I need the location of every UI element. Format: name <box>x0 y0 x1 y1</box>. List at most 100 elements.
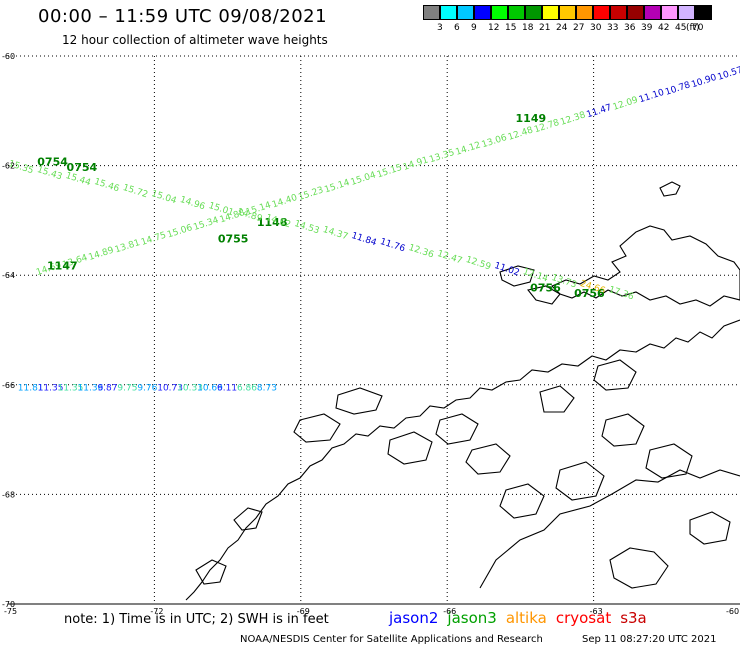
mission-legend: jason2 jason3 altika cryosat s3a <box>389 609 656 627</box>
colorbar-swatch <box>474 5 491 20</box>
wave-height-reading: 14.75 <box>140 231 168 248</box>
wave-height-reading: 14.40 <box>271 193 299 211</box>
colorbar-swatch <box>525 5 542 20</box>
wave-height-reading: 10.73 <box>157 383 183 393</box>
track-time-label: 1148 <box>257 216 288 229</box>
wave-height-reading: 12.09 <box>612 95 640 113</box>
mission-legend-item: s3a <box>620 609 647 627</box>
track-time-label: 0755 <box>218 232 249 245</box>
wave-height-reading: 11.02 <box>493 261 521 278</box>
colorbar-swatch <box>627 5 644 20</box>
track-time-label: 1149 <box>516 112 547 125</box>
wave-height-reading: 13.06 <box>481 133 509 151</box>
colorbar-swatch <box>491 5 508 20</box>
lon-label: -69 <box>297 607 310 616</box>
wave-height-reading: 15.15 <box>376 163 404 180</box>
wave-height-reading: 12.47 <box>436 249 464 266</box>
wave-height-reading: 8.73 <box>257 383 277 393</box>
wave-height-reading: 11.36 <box>78 383 104 393</box>
colorbar-label: 3 <box>437 23 443 33</box>
altimeter-track: 15.35 15.43 15.44 15.46 15.72 15.04 14.96 15.01… <box>7 156 635 303</box>
wave-height-reading: 6.86 <box>237 383 257 393</box>
lon-label: -60 <box>726 607 739 616</box>
colorbar-swatch <box>423 5 440 20</box>
colorbar-swatch <box>695 5 712 20</box>
colorbar-swatch <box>644 5 661 20</box>
wave-height-reading: 9.76 <box>137 383 157 393</box>
wave-height-reading: 17.36 <box>607 285 635 303</box>
wave-height-reading: 13.35 <box>428 148 456 165</box>
colorbar-swatch <box>508 5 525 20</box>
mission-legend-item: altika <box>505 609 547 627</box>
wave-height-reading: 14.53 <box>293 219 321 236</box>
colorbar-label: 27 <box>573 23 585 33</box>
axis-labels: -60 -62 -64 -66 -68 -70-75 -72 -69 -66 -63 -60 <box>2 52 739 616</box>
lat-label: -62 <box>2 162 15 171</box>
wave-height-reading: 10.33 <box>177 383 203 393</box>
mission-legend-item: jason3 <box>447 609 497 627</box>
colorbar-label: 36 <box>624 23 636 33</box>
mission-legend-item: cryosat <box>555 609 612 627</box>
wave-height-reading: 11.76 <box>379 237 407 255</box>
wave-height-reading: 12.38 <box>559 110 587 128</box>
colorbar-label: 70 <box>692 23 704 33</box>
colorbar-label: 42 <box>658 23 670 33</box>
colorbar-label: 24 <box>556 23 568 33</box>
wave-height-reading: 13.81 <box>114 238 142 255</box>
colorbar-label: 15 <box>505 23 517 33</box>
page-title: 00:00 – 11:59 UTC 09/08/2021 <box>38 6 328 27</box>
colorbar-swatch <box>593 5 610 20</box>
wave-height-reading: 15.14 <box>323 178 351 196</box>
lon-label: -66 <box>443 607 456 616</box>
colorbar-swatch <box>661 5 678 20</box>
wave-height-reading: 12.59 <box>464 255 492 273</box>
wave-height-reading: 12.36 <box>407 243 435 261</box>
wave-height-reading: 14.12 <box>454 140 482 157</box>
colorbar-swatch <box>559 5 576 20</box>
colorbar-label: 30 <box>590 23 602 33</box>
wave-height-reading: 11.35 <box>38 383 64 393</box>
lon-label: -75 <box>4 607 17 616</box>
lat-lon-grid <box>8 55 740 605</box>
generated-timestamp: Sep 11 08:27:20 UTC 2021 <box>582 634 717 645</box>
lat-label: -66 <box>2 381 15 390</box>
colorbar-label: 6 <box>454 23 460 33</box>
lat-label: -70 <box>2 600 15 609</box>
wave-height-reading: 15.23 <box>297 185 325 202</box>
lat-label: -64 <box>2 271 15 280</box>
wave-height-reading: 15.04 <box>150 189 178 207</box>
wave-height-reading: 11.81 <box>18 383 44 393</box>
colorbar-label: 12 <box>488 23 500 33</box>
colorbar-swatch <box>542 5 559 20</box>
colorbar-swatch <box>610 5 627 20</box>
colorbar-label: 39 <box>641 23 653 33</box>
wave-height-reading: 10.57 <box>717 65 740 82</box>
mission-legend-item: jason2 <box>389 609 439 627</box>
colorbar-label: 9 <box>471 23 477 33</box>
track-time-label: 0754 <box>37 156 68 169</box>
wave-height-reading: 10.90 <box>690 73 718 91</box>
wave-height-reading: 11.35 <box>58 383 84 393</box>
lon-label: -63 <box>590 607 603 616</box>
colorbar-label: 18 <box>522 23 534 33</box>
credit-line: NOAA/NESDIS Center for Satellite Applica… <box>240 634 543 645</box>
wave-height-reading: 11.10 <box>638 88 666 106</box>
wave-height-reading: 12.48 <box>507 125 535 143</box>
wave-height-reading: 9.87 <box>97 383 117 393</box>
wave-height-reading: 14.37 <box>321 225 349 242</box>
wave-height-reading: 10.78 <box>664 80 692 98</box>
page-subtitle: 12 hour collection of altimeter wave hei… <box>62 33 328 47</box>
wave-height-reading: 14.91 <box>402 155 430 172</box>
wave-height-reading: 10.69 <box>197 383 223 393</box>
lat-label: -68 <box>2 490 15 499</box>
colorbar-swatch <box>678 5 695 20</box>
wave-height-reading: 11.84 <box>350 231 378 249</box>
wave-height-reading: 11.47 <box>585 103 613 120</box>
colorbar-label: 33 <box>607 23 619 33</box>
wave-height-reading: 15.06 <box>166 223 194 241</box>
footer-note: note: 1) Time is in UTC; 2) SWH is in fe… <box>64 612 329 627</box>
colorbar-label: 21 <box>539 23 551 33</box>
colorbar-label: 45 <box>675 23 687 33</box>
